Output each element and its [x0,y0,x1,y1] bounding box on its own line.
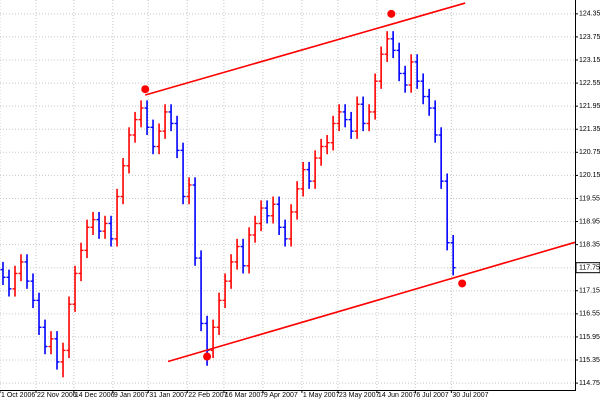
x-tick-label: 22 Nov 2006 [37,392,77,399]
y-tick-label: 120.75 [579,149,600,156]
y-tick-label: 117.75 [579,265,600,272]
x-tick-label: 14 Dec 2006 [75,392,115,399]
current-price-box [575,262,600,274]
bars [0,31,456,378]
axis-labels: 124.35 123.75 123.15 122.55 121.95 121.35 120.… [0,11,600,399]
x-tick-label: 14 Jun 2007 [378,392,417,399]
anchor-point [458,279,467,288]
y-tick-label: 121.95 [579,103,600,110]
trend-line [167,241,576,363]
anchor-point [203,352,212,361]
x-tick-label: 31 Jan 2007 [149,392,188,399]
x-tick-label: 1 May 2007 [303,392,340,399]
x-tick-label: 9 Jan 2007 [114,392,149,399]
y-tick-label: 116.55 [579,311,600,318]
anchor-point [141,85,150,94]
x-tick-label: 6 Jul 2007 [416,392,448,399]
x-tick-label: 30 Jul 2007 [452,392,488,399]
anchor-point [387,9,396,18]
y-tick-label: 114.75 [579,380,600,387]
y-tick-label: 117.15 [579,288,600,295]
y-tick-label: 115.35 [579,357,600,364]
y-tick-label: 123.75 [579,34,600,41]
y-tick-label: 123.15 [579,57,600,64]
y-tick-label: 119.55 [579,195,600,202]
x-tick-label: 22 Feb 2007 [188,392,227,399]
x-tick-label: 16 Mar 2007 [225,392,264,399]
y-tick-label: 124.35 [579,11,600,18]
y-tick-label: 122.55 [579,80,600,87]
y-tick-label: 121.35 [579,126,600,133]
x-tick-label: 9 Apr 2007 [264,392,298,399]
annotations [141,2,576,363]
trend-line [145,2,466,96]
y-tick-label: 120.15 [579,172,600,179]
y-tick-label: 115.95 [579,334,600,341]
x-tick-label: 1 Oct 2006 [1,392,35,399]
y-tick-label: 118.35 [579,241,600,248]
y-tick-label: 118.95 [579,218,600,225]
grid [0,0,575,390]
x-tick-label: 23 May 2007 [339,392,380,399]
